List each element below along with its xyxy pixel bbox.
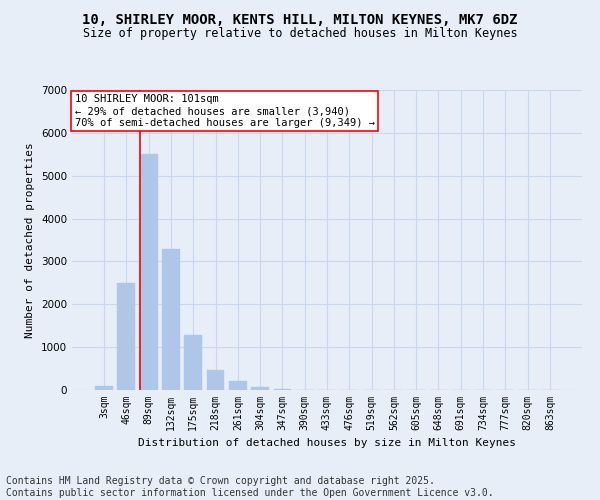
Bar [162,248,180,390]
Bar [206,370,224,390]
Bar [140,154,158,390]
Bar [274,389,292,390]
Bar [184,335,202,390]
Bar [95,386,113,390]
Bar [118,283,136,390]
Text: 10, SHIRLEY MOOR, KENTS HILL, MILTON KEYNES, MK7 6DZ: 10, SHIRLEY MOOR, KENTS HILL, MILTON KEY… [82,12,518,26]
Bar [251,386,269,390]
Text: Contains HM Land Registry data © Crown copyright and database right 2025.
Contai: Contains HM Land Registry data © Crown c… [6,476,494,498]
Text: Size of property relative to detached houses in Milton Keynes: Size of property relative to detached ho… [83,28,517,40]
Bar [229,380,247,390]
X-axis label: Distribution of detached houses by size in Milton Keynes: Distribution of detached houses by size … [138,438,516,448]
Y-axis label: Number of detached properties: Number of detached properties [25,142,35,338]
Text: 10 SHIRLEY MOOR: 101sqm
← 29% of detached houses are smaller (3,940)
70% of semi: 10 SHIRLEY MOOR: 101sqm ← 29% of detache… [74,94,374,128]
